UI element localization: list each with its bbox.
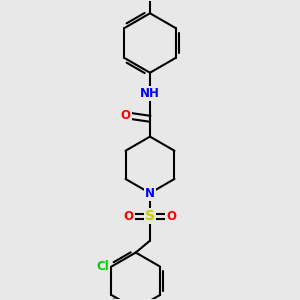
Text: Cl: Cl <box>96 260 109 273</box>
Text: O: O <box>124 210 134 223</box>
Text: N: N <box>145 187 155 200</box>
Text: O: O <box>121 109 130 122</box>
Text: NH: NH <box>140 87 160 100</box>
Text: O: O <box>167 210 176 223</box>
Text: S: S <box>145 209 155 223</box>
